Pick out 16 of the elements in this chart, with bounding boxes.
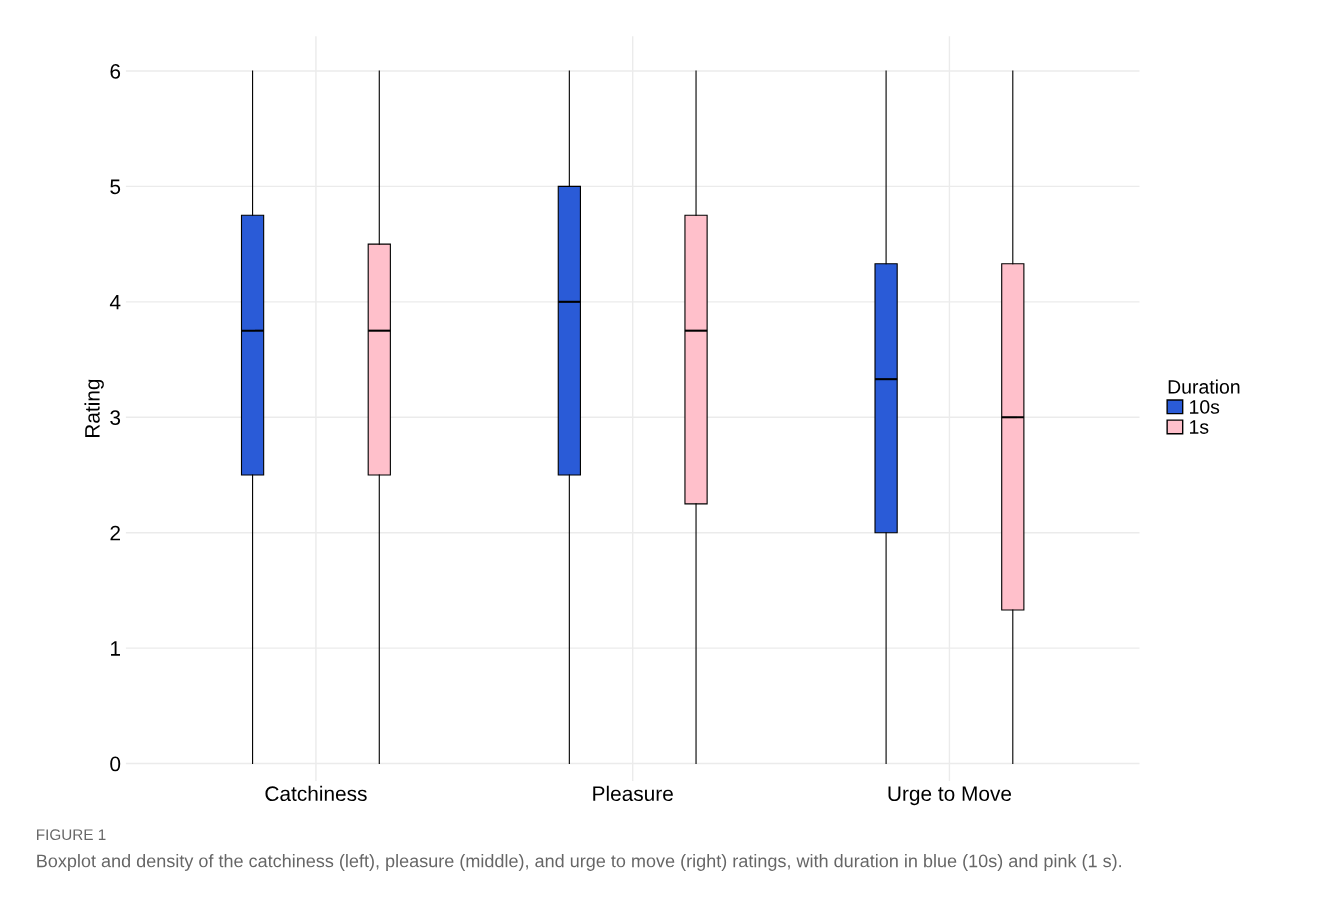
y-tick-label: 1 xyxy=(111,641,120,656)
legend-label: 10s xyxy=(1190,400,1220,414)
legend-label: 1s xyxy=(1190,420,1209,434)
legend-title: Duration xyxy=(1168,379,1240,394)
y-tick-label: 6 xyxy=(110,63,121,79)
caption: FIGURE 1 xyxy=(37,829,106,841)
y-tick-label: 0 xyxy=(110,756,121,772)
text: Boxplot and density of the catchiness (left), pleasure (middle), and urge to move (right) ratings, with duration in blue (10s) and pink (1 s). xyxy=(37,854,1122,871)
y-tick-label: 3 xyxy=(110,410,121,426)
y-tick-label: 5 xyxy=(110,179,121,195)
y-tick-label: 2 xyxy=(110,525,120,541)
x-tick-label: Catchiness xyxy=(265,785,367,802)
y-axis-title: Rating xyxy=(84,379,104,437)
x-tick-label: Pleasure xyxy=(593,785,673,802)
x-tick-label: Urge to Move xyxy=(888,786,1012,806)
y-tick-label: 4 xyxy=(109,295,121,310)
